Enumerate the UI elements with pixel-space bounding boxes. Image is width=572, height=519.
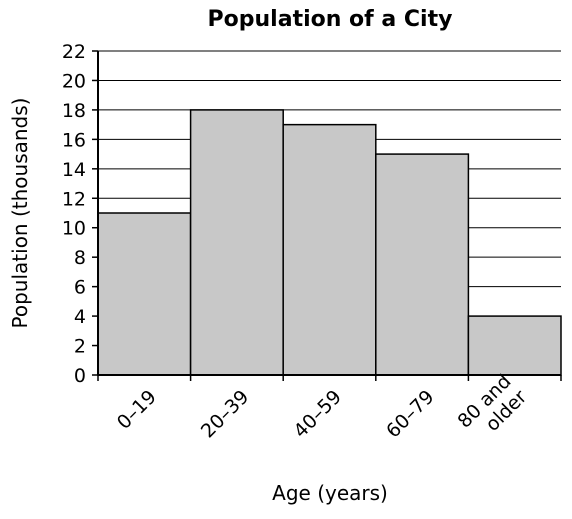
x-tick-label-group: 20–39 [197, 386, 253, 442]
y-axis-label: Population (thousands) [8, 98, 32, 329]
y-tick-label: 6 [74, 277, 86, 299]
y-tick-label: 4 [74, 306, 86, 328]
y-tick-label: 0 [74, 365, 86, 387]
bar [467, 315, 562, 376]
y-tick-labels: 0 2 4 6 8 10 12 14 16 18 20 22 [62, 41, 86, 387]
y-tick-label: 14 [62, 159, 86, 181]
y-tick-label: 12 [62, 188, 86, 210]
y-tick-label: 22 [62, 41, 86, 63]
y-tick-label: 10 [62, 218, 86, 240]
bar [282, 123, 377, 376]
bar [189, 109, 284, 376]
y-tick-label: 8 [74, 247, 86, 269]
bars [97, 109, 562, 376]
x-tick-label: 60–79 [382, 386, 438, 442]
y-tick-label: 16 [62, 129, 86, 151]
chart-title: Population of a City [208, 7, 453, 32]
x-tick-label: 20–39 [197, 386, 253, 442]
y-tick-label: 20 [62, 70, 86, 92]
bar [375, 153, 470, 376]
x-tick-label: 0–19 [113, 386, 161, 434]
x-tick-label-group: 60–79 [382, 386, 438, 442]
y-tick-label: 18 [62, 100, 86, 122]
x-axis-label: Age (years) [272, 481, 388, 505]
x-tick-label-group: 40–59 [290, 386, 346, 442]
axes [92, 50, 562, 381]
bar [97, 212, 192, 376]
x-tick-label-group: 0–19 [113, 386, 161, 434]
x-tick-label: 40–59 [290, 386, 346, 442]
y-tick-label: 2 [74, 336, 86, 358]
